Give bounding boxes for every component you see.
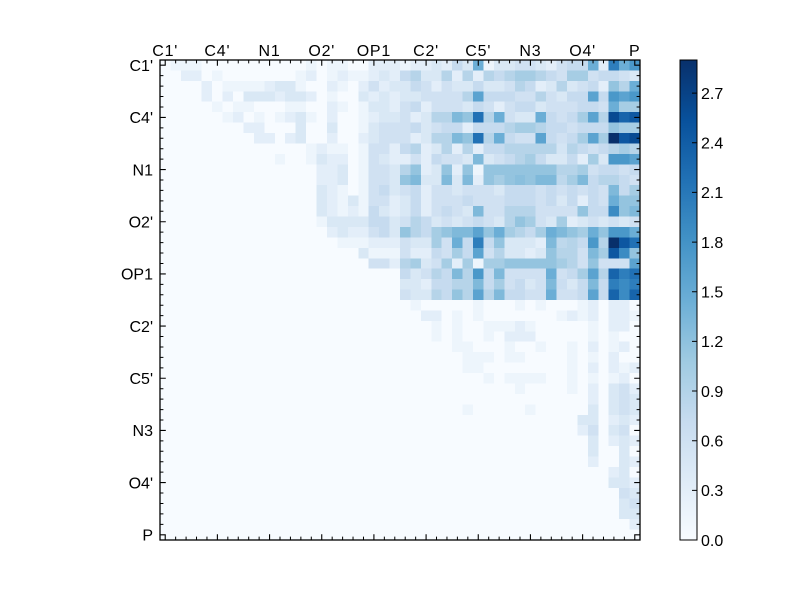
svg-text:OP1: OP1: [357, 43, 391, 60]
svg-text:P: P: [142, 528, 153, 545]
svg-text:0.0: 0.0: [701, 533, 723, 550]
svg-text:O4': O4': [129, 475, 153, 492]
svg-text:O2': O2': [308, 43, 335, 60]
svg-text:0.3: 0.3: [701, 483, 723, 500]
svg-text:N1: N1: [259, 43, 281, 60]
svg-text:C2': C2': [129, 319, 153, 336]
svg-text:0.6: 0.6: [701, 433, 723, 450]
svg-text:N3: N3: [519, 43, 541, 60]
svg-text:P: P: [629, 43, 640, 60]
svg-text:1.2: 1.2: [701, 334, 723, 351]
svg-text:1.5: 1.5: [701, 285, 723, 302]
svg-text:N3: N3: [133, 423, 154, 440]
svg-text:2.4: 2.4: [701, 136, 723, 153]
svg-text:O2': O2': [129, 215, 153, 232]
svg-text:C1': C1': [152, 43, 178, 60]
svg-text:0.9: 0.9: [701, 384, 723, 401]
svg-text:C5': C5': [465, 43, 491, 60]
svg-text:2.7: 2.7: [701, 86, 723, 103]
svg-text:C4': C4': [129, 110, 153, 127]
svg-text:O4': O4': [569, 43, 596, 60]
svg-text:N1: N1: [133, 162, 154, 179]
svg-text:1.8: 1.8: [701, 235, 723, 252]
svg-text:2.1: 2.1: [701, 185, 723, 202]
svg-text:C5': C5': [129, 371, 153, 388]
svg-text:C1': C1': [129, 58, 153, 75]
svg-text:C2': C2': [413, 43, 439, 60]
svg-text:C4': C4': [204, 43, 230, 60]
svg-text:OP1: OP1: [121, 267, 153, 284]
